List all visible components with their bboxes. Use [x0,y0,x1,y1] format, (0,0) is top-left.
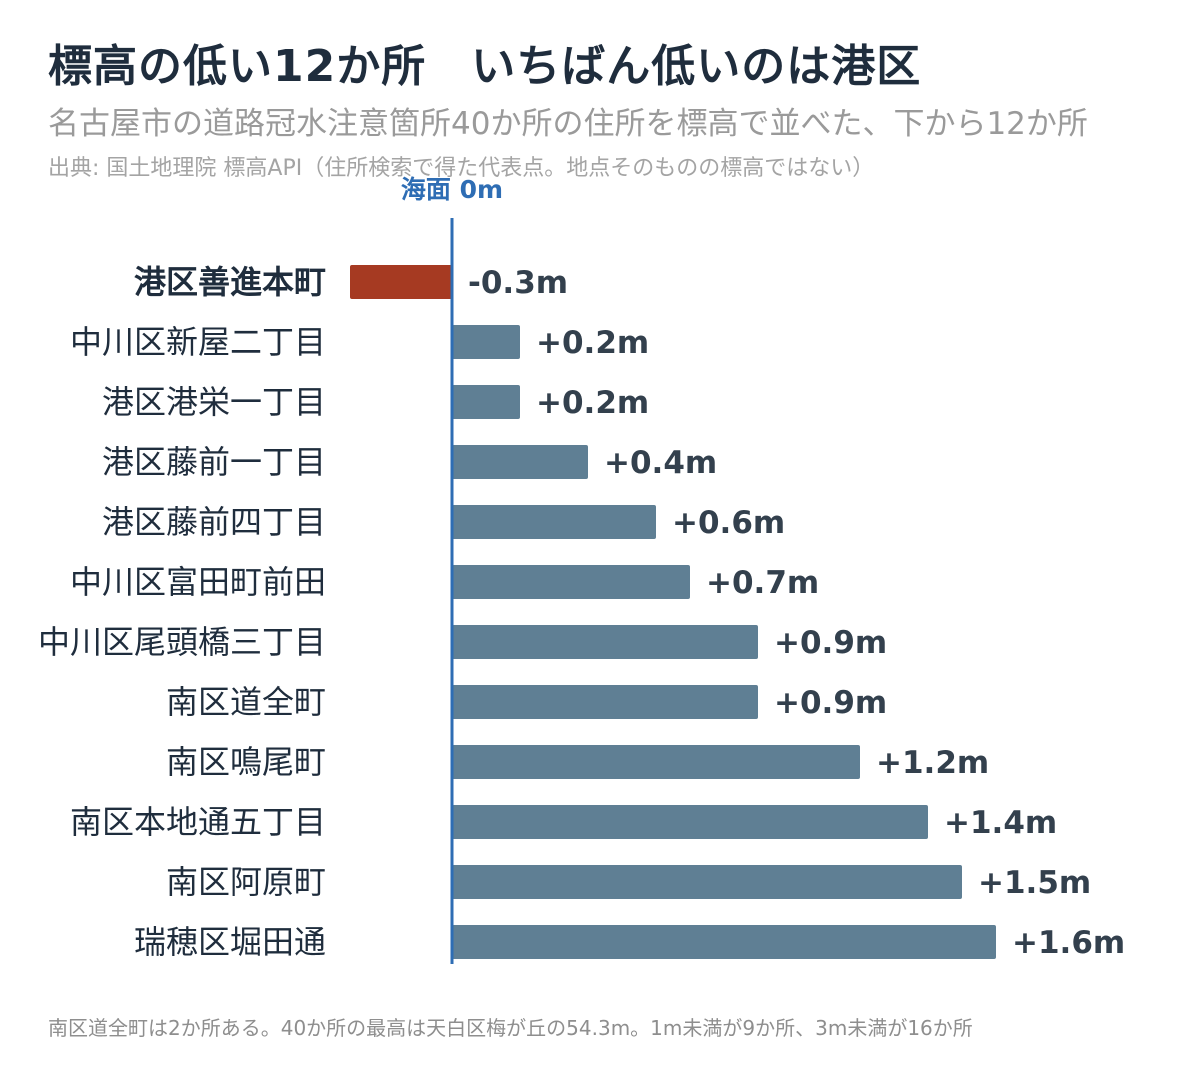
bar [452,385,520,419]
category-label: 港区藤前一丁目 [102,443,326,481]
value-label: +1.4m [944,805,1057,841]
value-label: +0.9m [774,625,887,661]
category-label: 南区鳴尾町 [166,743,326,781]
bar [350,265,452,299]
bar [452,685,758,719]
bar [452,625,758,659]
category-label: 南区阿原町 [166,863,326,901]
category-label: 中川区尾頭橋三丁目 [38,623,326,661]
category-label: 港区善進本町 [134,263,326,301]
chart-subtitle: 名古屋市の道路冠水注意箇所40か所の住所を標高で並べた、下から12か所 [48,106,1088,142]
bar [452,925,996,959]
value-label: +1.5m [978,865,1091,901]
value-label: +0.4m [604,445,717,481]
bar [452,565,690,599]
bar [452,325,520,359]
category-label: 南区道全町 [166,683,326,721]
value-label: +0.2m [536,325,649,361]
category-label: 中川区新屋二丁目 [70,323,326,361]
value-label: +0.2m [536,385,649,421]
value-label: +1.2m [876,745,989,781]
value-label: +0.7m [706,565,819,601]
category-label: 瑞穂区堀田通 [134,923,326,961]
source-note: 出典: 国土地理院 標高API（住所検索で得た代表点。地点そのものの標高ではない… [48,156,875,181]
bar [452,505,656,539]
bar [452,805,928,839]
bar [452,865,962,899]
bar [452,445,588,479]
category-label: 港区港栄一丁目 [102,383,326,421]
zero-line-label: 海面 0m [401,175,503,204]
bar [452,745,860,779]
value-label: -0.3m [468,265,568,301]
chart-title: 標高の低い12か所 いちばん低いのは港区 [48,41,922,92]
category-label: 南区本地通五丁目 [70,803,326,841]
footer-note: 南区道全町は2か所ある。40か所の最高は天白区梅が丘の54.3m。1m未満が9か… [48,1016,973,1040]
value-label: +1.6m [1012,925,1125,961]
value-label: +0.6m [672,505,785,541]
category-label: 港区藤前四丁目 [102,503,326,541]
category-label: 中川区富田町前田 [70,563,326,601]
value-label: +0.9m [774,685,887,721]
